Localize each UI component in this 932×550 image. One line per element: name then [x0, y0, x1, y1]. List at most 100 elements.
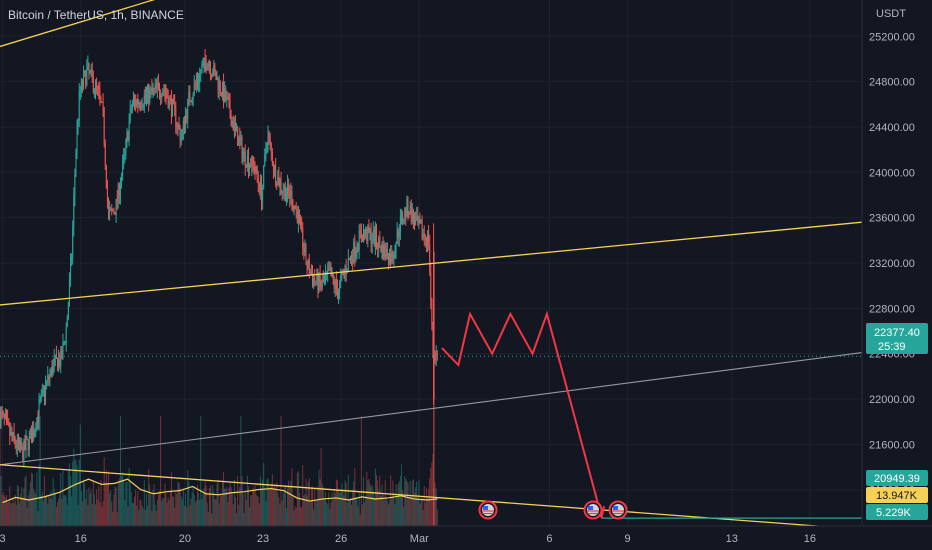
candle-body — [150, 88, 152, 91]
volume-bar — [245, 499, 247, 526]
candle-body — [351, 255, 353, 259]
volume-bar — [8, 501, 10, 526]
candle-body — [310, 271, 312, 275]
volume-bar — [47, 503, 49, 526]
volume-bar — [361, 504, 363, 526]
candle-body — [354, 242, 356, 257]
candle-body — [202, 63, 204, 68]
candle-body — [160, 94, 162, 98]
volume-bar — [275, 489, 277, 526]
volume-bar — [246, 475, 248, 526]
volume-bars — [0, 392, 438, 526]
candle-body — [359, 230, 361, 232]
candle-body — [397, 229, 399, 238]
volume-bar — [301, 506, 303, 526]
volume-bar — [228, 487, 230, 526]
candle-body — [249, 164, 251, 170]
candle-body — [254, 171, 256, 173]
drawing-lines[interactable] — [0, 0, 863, 531]
candle-body — [419, 218, 421, 224]
candle-body — [284, 187, 286, 201]
candle-body — [308, 259, 310, 275]
volume-bar — [52, 478, 54, 526]
candle-body — [68, 280, 70, 303]
candle-body — [14, 438, 16, 446]
volume-bar — [35, 493, 37, 526]
volume-bar — [304, 493, 306, 526]
volume-bar — [106, 484, 108, 526]
volume-bar — [281, 500, 283, 526]
candle-body — [19, 440, 21, 446]
candle-body — [304, 246, 306, 252]
svg-text:25:39: 25:39 — [878, 341, 906, 353]
volume-bar — [274, 485, 276, 526]
volume-bar — [296, 472, 298, 526]
volume-bar — [357, 506, 359, 526]
candle-body — [271, 151, 273, 165]
candle-body — [402, 213, 404, 222]
volume-bar — [340, 491, 342, 526]
volume-bar — [99, 502, 101, 526]
candle-body — [370, 230, 372, 245]
time-tick-label: 9 — [625, 533, 631, 545]
volume-bar — [180, 496, 182, 526]
volume-bar — [157, 494, 159, 526]
candle-body — [410, 205, 412, 223]
candle-body — [170, 98, 172, 116]
price-axis[interactable] — [862, 0, 932, 550]
candle-body — [264, 154, 266, 166]
time-axis[interactable] — [0, 526, 932, 550]
volume-bar — [249, 507, 251, 526]
volume-bar — [258, 503, 260, 526]
volume-bar — [68, 463, 70, 526]
volume-bar — [252, 487, 254, 526]
volume-bar — [244, 492, 246, 526]
candle-body — [137, 100, 139, 105]
us-flag-event-icon[interactable] — [608, 500, 628, 520]
candle-body — [298, 211, 300, 218]
volume-bar — [177, 481, 179, 526]
volume-bar — [159, 490, 161, 526]
volume-bar — [207, 511, 209, 526]
volume-bar — [271, 474, 273, 526]
volume-bar — [125, 482, 127, 526]
candle-body — [143, 95, 145, 106]
candle-body — [327, 269, 329, 274]
candle-body — [367, 225, 369, 242]
candle-body — [216, 77, 218, 80]
volume-bar — [306, 495, 308, 526]
candle-body — [190, 101, 192, 103]
candle-body — [341, 271, 343, 277]
candle-body — [135, 100, 137, 106]
time-tick-label: 26 — [335, 533, 347, 545]
candle-body — [236, 126, 238, 128]
candle-body — [307, 259, 309, 268]
candle-body — [24, 440, 26, 450]
volume-bar — [411, 480, 413, 526]
candle-body — [81, 80, 83, 87]
volume-bar — [333, 490, 335, 526]
candle-body — [406, 198, 408, 216]
volume-bar — [154, 504, 156, 526]
volume-bar — [130, 492, 132, 526]
candle-body — [10, 431, 12, 436]
volume-bar — [10, 503, 12, 526]
candle-body — [261, 181, 263, 202]
candle-body — [194, 83, 196, 85]
volume-bar — [166, 502, 168, 526]
candle-body — [247, 155, 249, 170]
volume-bar — [84, 483, 86, 526]
us-flag-event-icon[interactable] — [478, 500, 498, 520]
volume-bar — [67, 469, 69, 526]
volume-bar — [261, 488, 263, 526]
volume-bar — [170, 472, 172, 526]
candle-body — [414, 219, 416, 225]
volume-bar — [312, 486, 314, 526]
candle-body — [348, 258, 350, 260]
candle-body — [393, 255, 395, 261]
volume-bar — [175, 492, 177, 526]
candle-body — [199, 74, 201, 83]
us-flag-event-icon[interactable] — [583, 500, 603, 520]
volume-bar — [188, 481, 190, 526]
